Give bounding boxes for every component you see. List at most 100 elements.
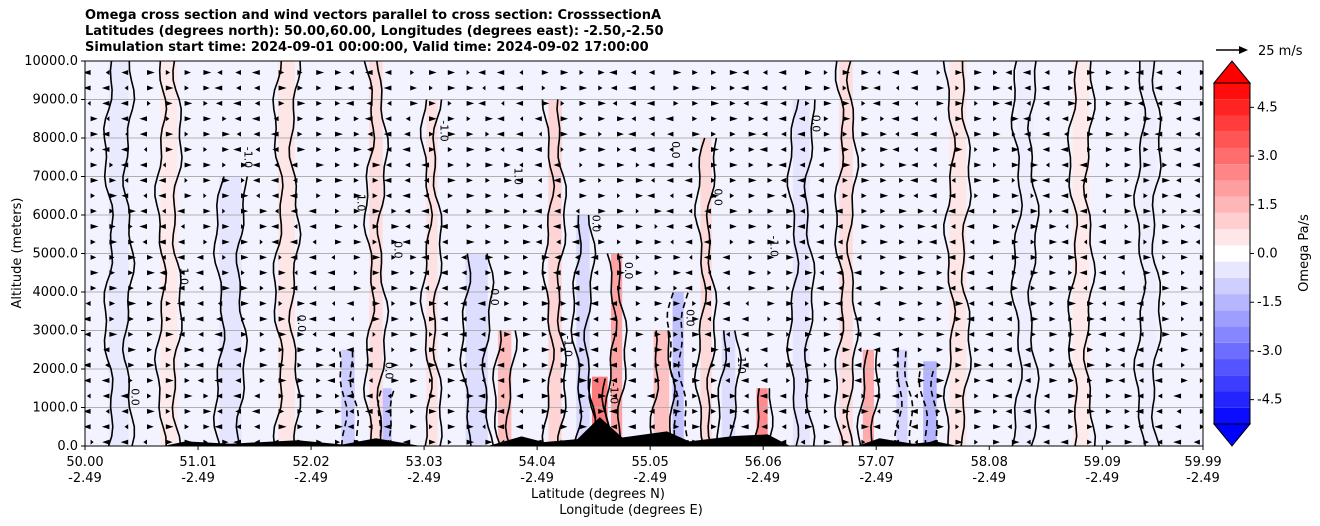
wind-vector (646, 393, 655, 399)
colorbar-segment (1214, 180, 1250, 197)
wind-vector (598, 408, 605, 414)
wind-vector (974, 70, 983, 76)
wind-vector (1124, 85, 1131, 91)
wind-vector (635, 254, 640, 260)
contour-label: 0.0 (684, 309, 697, 327)
wind-vector (365, 362, 373, 368)
wind-vector (932, 208, 937, 214)
wind-vector (955, 408, 963, 414)
wind-vector (955, 424, 960, 430)
wind-vector (759, 347, 768, 353)
wind-vector (823, 393, 832, 399)
wind-vector (1143, 116, 1152, 122)
wind-vector (383, 131, 392, 137)
wind-vector (1079, 254, 1088, 260)
wind-vector (216, 393, 223, 399)
wind-vector (293, 224, 298, 230)
wind-vector (504, 285, 510, 291)
wind-vector (203, 239, 208, 245)
wind-vector (711, 362, 716, 368)
wind-vector (1049, 316, 1056, 322)
contour-label: 0.0 (129, 388, 142, 406)
colorbar-tick-label: 3.0 (1257, 149, 1278, 164)
wind-vector (350, 316, 354, 322)
wind-vector (1045, 116, 1050, 122)
wind-vector (312, 239, 317, 245)
wind-vector (271, 224, 279, 230)
wind-vector (1136, 301, 1144, 307)
wind-vector (635, 208, 639, 214)
wind-vector (842, 393, 850, 399)
wind-vector (447, 116, 455, 122)
x-tick-label-longitude: -2.49 (1085, 471, 1119, 486)
wind-vector (165, 70, 171, 76)
wind-vector (541, 270, 547, 276)
wind-vector (327, 285, 336, 291)
wind-vector (815, 239, 824, 245)
wind-vector (761, 424, 768, 430)
wind-vector (423, 193, 430, 199)
colorbar-segment (1214, 115, 1250, 132)
wind-vector (1143, 224, 1151, 230)
wind-vector (692, 393, 698, 399)
x-axis-label-longitude: Longitude (degrees E) (559, 503, 703, 518)
wind-vector (993, 424, 1001, 430)
wind-vector (974, 347, 980, 353)
wind-vector (1011, 162, 1020, 168)
wind-vector (1030, 208, 1038, 214)
wind-vector (391, 224, 400, 230)
wind-vector (974, 85, 982, 91)
wind-vector (515, 131, 524, 137)
wind-vector (880, 239, 889, 245)
wind-vector (109, 331, 118, 337)
wind-vector (104, 362, 110, 368)
wind-vector (950, 270, 956, 276)
wind-vector (447, 131, 456, 137)
wind-vector (1030, 301, 1037, 307)
wind-vector (259, 347, 267, 353)
wind-vector (466, 100, 475, 106)
wind-vector (1199, 378, 1203, 384)
wind-vector (259, 331, 265, 337)
wind-vector (748, 254, 753, 260)
wind-vector (504, 254, 510, 260)
wind-vector (442, 254, 448, 260)
wind-vector (103, 347, 110, 353)
wind-vector (917, 331, 925, 337)
wind-vector (1156, 116, 1163, 122)
wind-vector (598, 100, 606, 106)
wind-vector (1199, 85, 1203, 91)
wind-vector (598, 239, 605, 245)
wind-vector (327, 378, 336, 384)
wind-vector (222, 177, 230, 183)
wind-vector (560, 408, 569, 414)
wind-vector (711, 193, 719, 199)
wind-vector (630, 347, 636, 353)
wind-vector (740, 378, 749, 384)
wind-vector (1162, 208, 1167, 214)
contour-line (786, 99, 800, 446)
wind-vector (648, 116, 655, 122)
wind-vector (842, 177, 848, 183)
wind-vector (1162, 270, 1170, 276)
wind-vector (969, 239, 975, 245)
wind-vector (198, 331, 204, 337)
wind-vector (106, 116, 110, 122)
wind-vector (955, 316, 962, 322)
wind-vector (1027, 147, 1031, 153)
wind-vector (1199, 424, 1203, 430)
wind-vector (780, 177, 787, 183)
wind-vector (598, 224, 603, 230)
wind-vector (1181, 239, 1189, 245)
wind-vector (364, 116, 373, 122)
wind-vector (917, 347, 923, 353)
wind-vector (955, 100, 963, 106)
wind-vector (598, 85, 603, 91)
wind-vector (729, 393, 737, 399)
wind-vector (861, 85, 870, 91)
wind-vector (241, 239, 249, 245)
wind-vector (891, 393, 900, 399)
wind-vector (1157, 439, 1163, 445)
wind-vector (410, 316, 414, 322)
wind-vector (271, 239, 279, 245)
